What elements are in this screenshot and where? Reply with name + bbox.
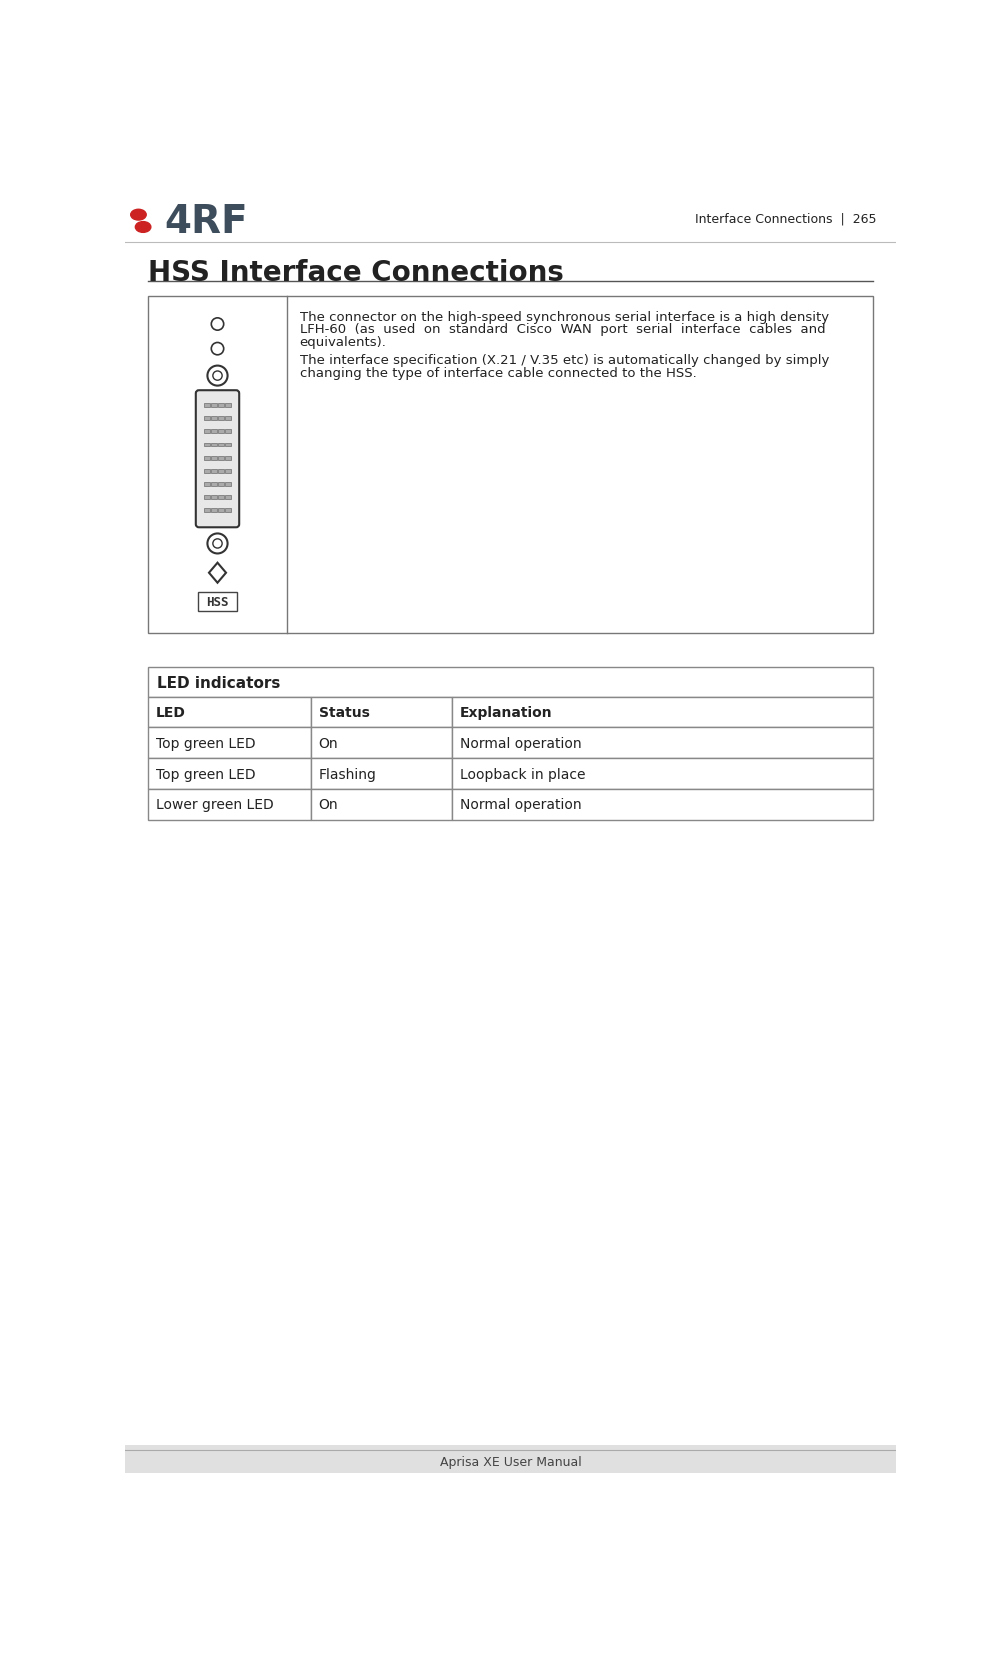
- Bar: [225, 417, 231, 420]
- Text: Flashing: Flashing: [319, 768, 376, 781]
- Text: Explanation: Explanation: [460, 705, 553, 720]
- FancyBboxPatch shape: [196, 391, 239, 528]
- Bar: [218, 483, 224, 487]
- Bar: [204, 404, 210, 407]
- Bar: [211, 444, 217, 447]
- Bar: [211, 483, 217, 487]
- Bar: [452, 789, 873, 821]
- Bar: [225, 457, 231, 460]
- Bar: [147, 728, 311, 760]
- Bar: [311, 760, 452, 789]
- Bar: [225, 483, 231, 487]
- Text: Normal operation: Normal operation: [460, 798, 582, 813]
- Bar: [204, 444, 210, 447]
- Text: Lower green LED: Lower green LED: [155, 798, 273, 813]
- Text: Top green LED: Top green LED: [155, 768, 255, 781]
- Bar: [225, 508, 231, 513]
- Text: On: On: [319, 736, 339, 750]
- Ellipse shape: [135, 222, 150, 233]
- Bar: [225, 444, 231, 447]
- Bar: [218, 404, 224, 407]
- Ellipse shape: [130, 210, 146, 220]
- Bar: [225, 404, 231, 407]
- Bar: [211, 417, 217, 420]
- Text: LED: LED: [155, 705, 185, 720]
- Bar: [204, 508, 210, 513]
- Text: equivalents).: equivalents).: [300, 336, 386, 349]
- Text: The connector on the high-speed synchronous serial interface is a high density: The connector on the high-speed synchron…: [300, 311, 829, 324]
- Bar: [452, 728, 873, 760]
- Bar: [198, 592, 237, 612]
- Bar: [211, 430, 217, 434]
- Bar: [211, 508, 217, 513]
- Bar: [225, 470, 231, 473]
- Bar: [311, 789, 452, 821]
- Bar: [218, 417, 224, 420]
- Bar: [218, 444, 224, 447]
- Text: On: On: [319, 798, 339, 813]
- Bar: [204, 470, 210, 473]
- Bar: [147, 669, 873, 697]
- Bar: [147, 298, 873, 634]
- Text: LED indicators: LED indicators: [157, 675, 281, 690]
- Bar: [204, 495, 210, 500]
- Bar: [452, 697, 873, 728]
- Text: 4RF: 4RF: [164, 202, 248, 240]
- Text: Loopback in place: Loopback in place: [460, 768, 586, 781]
- Text: HSS: HSS: [206, 596, 229, 609]
- Bar: [211, 457, 217, 460]
- Bar: [225, 495, 231, 500]
- Bar: [204, 457, 210, 460]
- Text: Top green LED: Top green LED: [155, 736, 255, 750]
- Bar: [124, 1445, 896, 1473]
- Text: Interface Connections  |  265: Interface Connections | 265: [695, 212, 876, 225]
- Bar: [452, 760, 873, 789]
- Bar: [147, 760, 311, 789]
- Bar: [147, 697, 311, 728]
- Bar: [311, 728, 452, 760]
- Text: The interface specification (X.21 / V.35 etc) is automatically changed by simply: The interface specification (X.21 / V.35…: [300, 354, 829, 367]
- Text: Status: Status: [319, 705, 370, 720]
- Bar: [225, 430, 231, 434]
- Bar: [211, 470, 217, 473]
- Bar: [218, 457, 224, 460]
- Bar: [218, 430, 224, 434]
- Text: changing the type of interface cable connected to the HSS.: changing the type of interface cable con…: [300, 366, 696, 379]
- Bar: [211, 495, 217, 500]
- Bar: [204, 483, 210, 487]
- Bar: [218, 470, 224, 473]
- Text: Normal operation: Normal operation: [460, 736, 582, 750]
- Text: HSS Interface Connections: HSS Interface Connections: [147, 258, 564, 286]
- Text: LFH-60  (as  used  on  standard  Cisco  WAN  port  serial  interface  cables  an: LFH-60 (as used on standard Cisco WAN po…: [300, 323, 826, 336]
- Bar: [218, 508, 224, 513]
- Bar: [211, 404, 217, 407]
- Text: Aprisa XE User Manual: Aprisa XE User Manual: [439, 1455, 582, 1468]
- Bar: [204, 430, 210, 434]
- Bar: [147, 789, 311, 821]
- Bar: [311, 697, 452, 728]
- Bar: [218, 495, 224, 500]
- Bar: [204, 417, 210, 420]
